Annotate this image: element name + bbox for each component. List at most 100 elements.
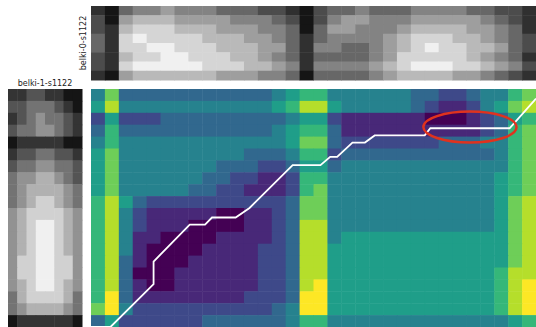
heat-cell [480,196,494,208]
heat-cell [202,291,216,303]
heat-cell [147,303,161,315]
heat-cell [508,184,522,196]
spectrogram-cell [54,149,64,161]
spectrogram-cell [258,62,272,72]
spectrogram-cell [91,25,105,35]
heat-cell [258,291,272,303]
heat-cell [466,303,480,315]
heat-cell [91,268,105,280]
heat-cell [341,291,355,303]
heat-cell [300,149,314,161]
spectrogram-cell [17,89,27,101]
spectrogram-cell [17,101,27,113]
spectrogram-cell [480,43,494,53]
spectrogram-cell [341,34,355,44]
spectrogram-cell [286,71,300,81]
spectrogram-cell [272,52,286,62]
heat-cell [216,113,230,125]
spectrogram-cell [272,15,286,25]
heat-cell [147,89,161,101]
heat-cell [425,315,439,327]
spectrogram-cell [27,291,37,303]
heat-cell [480,208,494,220]
spectrogram-cell [27,113,37,125]
top-spectrogram [91,6,536,81]
heat-cell [425,279,439,291]
spectrogram-cell [36,303,46,315]
spectrogram-cell [411,52,425,62]
heat-cell [188,184,202,196]
heat-cell [258,244,272,256]
heat-cell [411,315,425,327]
spectrogram-cell [8,315,18,327]
heat-cell [466,279,480,291]
spectrogram-cell [202,6,216,16]
heat-cell [411,89,425,101]
spectrogram-cell [36,89,46,101]
heat-cell [314,172,328,184]
heat-cell [355,172,369,184]
spectrogram-cell [314,34,328,44]
heat-cell [453,149,467,161]
heat-cell [494,291,508,303]
heat-cell [105,172,119,184]
heat-cell [466,268,480,280]
spectrogram-cell [54,125,64,137]
spectrogram-cell [411,62,425,72]
spectrogram-cell [64,303,74,315]
spectrogram-cell [45,208,55,220]
spectrogram-cell [494,62,508,72]
heat-cell [188,125,202,137]
heat-cell [314,101,328,113]
heat-cell [91,220,105,232]
heat-cell [397,291,411,303]
spectrogram-cell [36,172,46,184]
spectrogram-cell [8,244,18,256]
heat-cell [119,208,133,220]
heat-cell [216,244,230,256]
spectrogram-cell [73,303,83,315]
spectrogram-cell [73,291,83,303]
heat-cell [91,256,105,268]
heat-cell [411,208,425,220]
spectrogram-cell [188,15,202,25]
heat-cell [466,315,480,327]
heat-cell [355,89,369,101]
spectrogram-cell [439,62,453,72]
heat-cell [327,137,341,149]
heat-cell [439,256,453,268]
spectrogram-cell [188,71,202,81]
spectrogram-cell [133,71,147,81]
heat-cell [522,256,536,268]
spectrogram-cell [383,62,397,72]
heat-cell [119,244,133,256]
heat-cell [188,232,202,244]
spectrogram-cell [466,25,480,35]
heat-cell [522,125,536,137]
spectrogram-cell [369,62,383,72]
heat-cell [147,184,161,196]
spectrogram-cell [64,208,74,220]
spectrogram-cell [147,43,161,53]
heat-cell [522,220,536,232]
heat-cell [133,268,147,280]
spectrogram-cell [17,279,27,291]
heat-cell [286,232,300,244]
left-label: belki-1-s1122 [18,79,72,88]
spectrogram-cell [453,62,467,72]
spectrogram-cell [272,25,286,35]
heat-cell [341,160,355,172]
heat-cell [174,256,188,268]
heat-cell [286,315,300,327]
warping-path [91,99,536,327]
heat-cell [133,279,147,291]
heat-cell [411,101,425,113]
spectrogram-cell [202,15,216,25]
spectrogram-cell [230,34,244,44]
heat-cell [466,244,480,256]
spectrogram-cell [36,291,46,303]
heat-cell [258,172,272,184]
heat-cell [286,303,300,315]
spectrogram-cell [216,43,230,53]
spectrogram-cell [425,15,439,25]
